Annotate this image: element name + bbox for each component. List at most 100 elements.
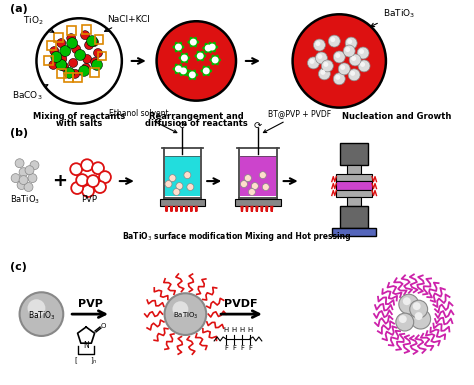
Bar [347, 197, 361, 206]
Text: [      ]$_n$: [ ]$_n$ [74, 355, 98, 366]
Circle shape [357, 47, 369, 59]
Circle shape [411, 309, 430, 329]
Text: BaTiO$_3$: BaTiO$_3$ [371, 7, 415, 27]
Ellipse shape [189, 70, 196, 80]
Circle shape [173, 189, 180, 196]
Ellipse shape [177, 69, 189, 74]
Text: (a): (a) [9, 4, 27, 14]
Circle shape [333, 73, 345, 85]
Text: Mixing and Hot pressing: Mixing and Hot pressing [245, 232, 350, 241]
Ellipse shape [181, 53, 188, 63]
Ellipse shape [187, 40, 199, 45]
Circle shape [313, 39, 325, 51]
Circle shape [320, 70, 325, 75]
Ellipse shape [202, 65, 210, 76]
Bar [336, 181, 372, 190]
Ellipse shape [180, 65, 187, 76]
Circle shape [17, 181, 26, 189]
Circle shape [212, 57, 219, 64]
Ellipse shape [194, 54, 206, 59]
Circle shape [315, 52, 328, 64]
Circle shape [28, 174, 37, 182]
Circle shape [51, 52, 62, 62]
Text: Ethanol solvent: Ethanol solvent [109, 109, 177, 132]
Circle shape [318, 54, 322, 59]
Circle shape [81, 31, 90, 40]
Circle shape [343, 45, 355, 57]
Bar [340, 206, 368, 228]
Circle shape [79, 65, 90, 76]
Text: O: O [100, 323, 106, 329]
Bar [336, 190, 372, 197]
Circle shape [75, 50, 86, 60]
Circle shape [323, 62, 328, 67]
Circle shape [358, 60, 370, 72]
Text: BaTiO$_3$ surface modification: BaTiO$_3$ surface modification [122, 231, 243, 243]
Ellipse shape [197, 51, 204, 61]
Circle shape [251, 182, 258, 189]
Circle shape [328, 35, 340, 47]
Bar [73, 74, 82, 82]
Text: Nucleation and Growth: Nucleation and Growth [342, 112, 452, 121]
Text: F: F [248, 345, 252, 351]
Text: PVP: PVP [78, 299, 102, 309]
Circle shape [175, 65, 182, 72]
Ellipse shape [201, 69, 212, 74]
Circle shape [56, 59, 67, 70]
Text: (b): (b) [9, 129, 28, 139]
Circle shape [30, 161, 39, 170]
Circle shape [180, 67, 187, 74]
Circle shape [184, 172, 191, 179]
Circle shape [259, 172, 266, 179]
Circle shape [156, 21, 236, 100]
Ellipse shape [202, 45, 214, 50]
Bar [347, 165, 361, 174]
Ellipse shape [205, 43, 212, 54]
Circle shape [403, 297, 411, 305]
Circle shape [345, 37, 357, 49]
Circle shape [71, 182, 83, 194]
Circle shape [82, 185, 94, 197]
Text: Mixing of reactants: Mixing of reactants [33, 112, 125, 121]
Circle shape [57, 38, 66, 48]
Circle shape [175, 44, 182, 50]
Circle shape [87, 175, 99, 187]
Text: PVDF: PVDF [224, 299, 258, 309]
Circle shape [359, 49, 364, 54]
Circle shape [19, 292, 63, 336]
Circle shape [49, 60, 58, 69]
Bar [47, 40, 56, 50]
Text: BaTiO$_3$: BaTiO$_3$ [27, 310, 55, 322]
Bar [57, 69, 66, 78]
Bar [98, 52, 107, 60]
Circle shape [349, 54, 361, 66]
Circle shape [173, 301, 188, 317]
Circle shape [67, 33, 76, 43]
Text: F: F [224, 345, 228, 351]
Ellipse shape [178, 55, 191, 60]
Text: PVP: PVP [81, 196, 97, 204]
Circle shape [203, 67, 210, 74]
Circle shape [351, 56, 356, 61]
Ellipse shape [211, 55, 219, 65]
Circle shape [164, 293, 206, 335]
Circle shape [165, 181, 172, 187]
Circle shape [90, 38, 99, 47]
Text: H: H [247, 327, 253, 333]
Circle shape [350, 71, 355, 76]
Text: N: N [83, 341, 89, 350]
Circle shape [330, 37, 335, 42]
Bar [90, 69, 99, 77]
Ellipse shape [209, 42, 216, 52]
Ellipse shape [202, 65, 210, 76]
Circle shape [91, 57, 100, 67]
Circle shape [310, 59, 314, 64]
Circle shape [335, 53, 340, 58]
Circle shape [82, 55, 91, 64]
Ellipse shape [190, 37, 197, 47]
Bar [235, 199, 281, 206]
Ellipse shape [209, 57, 221, 62]
Ellipse shape [180, 65, 187, 76]
Circle shape [315, 41, 320, 46]
Circle shape [11, 174, 20, 182]
